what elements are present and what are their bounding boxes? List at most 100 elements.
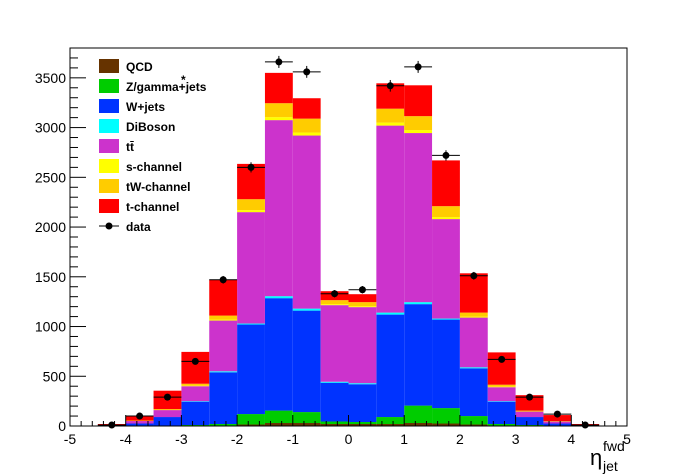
bar-segment (543, 415, 572, 422)
legend-item: Z/gamma+jets* (99, 73, 207, 94)
bar-segment (459, 312, 488, 317)
data-marker (526, 393, 534, 401)
bar-segment (320, 382, 349, 422)
data-marker (275, 58, 283, 66)
data-point (404, 60, 433, 73)
series-5 (181, 117, 516, 388)
bar-segment (487, 401, 516, 425)
bar-segment (264, 298, 293, 411)
legend-label: tt̄ (126, 140, 134, 154)
legend-swatch (99, 59, 119, 73)
bar-segment (264, 410, 293, 424)
bar-segment (376, 122, 405, 126)
bar-segment (459, 424, 488, 426)
bar-segment (264, 103, 293, 118)
data-marker (136, 412, 144, 420)
legend-label: data (126, 220, 151, 234)
bar-segment (543, 421, 572, 424)
data-point (459, 271, 488, 280)
data-marker (470, 272, 478, 280)
series-0 (237, 423, 488, 426)
data-marker (247, 163, 255, 171)
bar-segment (292, 412, 321, 424)
x-tick-label: 0 (345, 431, 353, 447)
legend-label: Z/gamma+jets (126, 80, 207, 94)
data-point (571, 421, 600, 429)
series-7 (97, 72, 600, 426)
bar-segment (404, 130, 433, 134)
bar-segment (348, 383, 377, 385)
bar-segment (237, 199, 265, 211)
bar-segment (376, 108, 405, 123)
bar-segment (153, 409, 182, 411)
bar-segment (125, 423, 154, 426)
bar-segment (153, 410, 182, 418)
data-marker (498, 355, 506, 363)
series-3 (181, 296, 516, 402)
data-marker (163, 393, 171, 401)
bar-segment (292, 308, 321, 311)
data-marker (108, 421, 116, 429)
bar-segment (264, 117, 293, 121)
x-axis-title-main: η (590, 445, 602, 470)
bar-segment (209, 424, 238, 426)
bar-segment (237, 212, 265, 324)
bar-segment (432, 423, 460, 426)
bar-segment (237, 424, 265, 426)
bar-segment (376, 424, 405, 426)
bar-segment (487, 384, 516, 387)
bar-segment (515, 411, 544, 418)
data-point (543, 410, 572, 418)
bar-segment (348, 306, 377, 308)
legend-swatch (99, 79, 119, 93)
bar-segment (432, 217, 460, 220)
data-point (515, 393, 544, 401)
series-2 (97, 298, 600, 426)
bar-segment (348, 422, 377, 425)
data-point (487, 355, 516, 363)
bar-segment (237, 323, 265, 325)
bar-segment (404, 133, 433, 303)
legend-swatch (99, 139, 119, 153)
y-tick-label: 0 (58, 418, 66, 434)
legend-swatch (99, 199, 119, 213)
bar-segment (320, 424, 349, 426)
bar-segment (292, 118, 321, 133)
bar-segment (459, 316, 488, 318)
bar-segment (459, 273, 488, 313)
legend-item: DiBoson (99, 119, 175, 134)
bar-segment (209, 315, 238, 320)
y-tick-label: 500 (43, 368, 67, 384)
bar-segment (264, 296, 293, 299)
bar-segment (432, 206, 460, 218)
legend-label: QCD (126, 60, 153, 74)
data-marker (442, 151, 450, 159)
y-tick-label: 1500 (35, 269, 66, 285)
data-point (209, 275, 238, 284)
bar-segment (432, 160, 460, 207)
stacked-bars (97, 72, 600, 426)
y-axis: 0 500 1000 1500 2000 2500 3000 3500 (35, 57, 86, 434)
bar-segment (181, 401, 210, 426)
bar-segment (404, 423, 433, 426)
bar-segment (459, 368, 488, 417)
data-point (376, 79, 405, 92)
legend-label: t-channel (126, 200, 179, 214)
legend-swatch (99, 179, 119, 193)
x-axis-title-sub: jet (602, 458, 618, 474)
bar-segment (209, 319, 238, 321)
x-tick-label: -5 (64, 431, 77, 447)
bar-segment (292, 310, 321, 413)
bar-segment (376, 417, 405, 425)
bar-segment (515, 410, 544, 412)
legend-marker (105, 222, 113, 230)
bar-segment (432, 408, 460, 424)
data-marker (191, 357, 199, 365)
bar-segment (181, 383, 210, 386)
x-tick-label: 3 (512, 431, 520, 447)
bar-segment (237, 414, 265, 425)
bar-segment (209, 320, 238, 372)
bar-segment (320, 304, 349, 306)
x-tick-label: 2 (456, 431, 464, 447)
